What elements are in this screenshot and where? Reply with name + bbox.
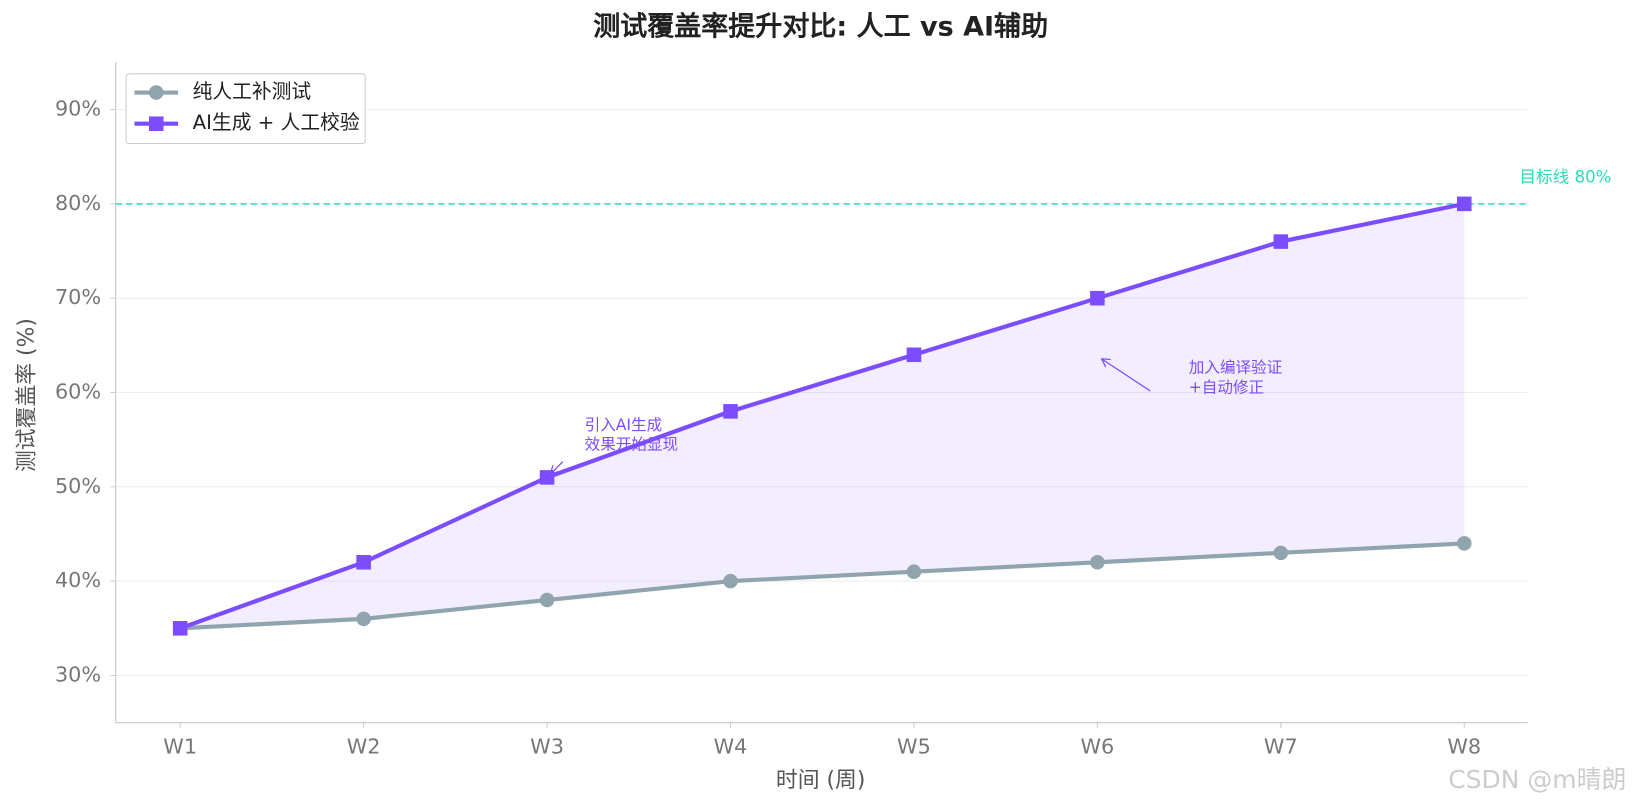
series-line [180, 541, 1465, 631]
y-tick-label: 90% [55, 97, 101, 121]
point [172, 621, 188, 636]
x-axis-label: 时间 (周) [776, 768, 865, 793]
x-tick-label: W1 [163, 735, 197, 759]
annotation-text: 引入AI生成 [585, 416, 663, 434]
point [356, 611, 371, 627]
point [723, 404, 738, 419]
x-tick-label: W7 [1264, 735, 1298, 759]
legend-label: AI生成 + 人工校验 [193, 111, 360, 134]
y-tick-label: 30% [55, 662, 101, 686]
annotation-arrow [1101, 358, 1151, 392]
point [1090, 555, 1105, 570]
y-tick-label: 50% [55, 474, 101, 498]
fill-between [180, 203, 1465, 629]
x-tick-label: W4 [714, 735, 748, 759]
annotation-arrow [549, 461, 564, 475]
x-tick-label: W8 [1447, 735, 1481, 759]
annotation-arrowhead [1101, 358, 1111, 361]
annotation-arrowhead [1100, 358, 1107, 368]
annotation-text: 效果开始显现 [585, 436, 678, 454]
y-tick-label: 80% [55, 191, 101, 215]
y-tick-label: 40% [55, 568, 101, 592]
point [723, 573, 738, 589]
series-line [179, 201, 1465, 631]
legend-marker [148, 116, 164, 132]
annotation-arrowhead [549, 464, 554, 475]
point [1456, 536, 1472, 551]
legend-label: 纯人工补测试 [193, 80, 312, 103]
x-tick-label: W5 [897, 735, 931, 759]
x-tick-label: W2 [347, 735, 381, 759]
point [1273, 234, 1289, 249]
y-tick-label: 60% [55, 380, 101, 404]
legend-marker [148, 85, 164, 100]
annotation-text: +自动修正 [1189, 378, 1264, 396]
y-axis-label: 测试覆盖率 (%) [14, 318, 39, 472]
y-tick-label: 70% [55, 285, 101, 309]
annotation-arrowhead [550, 470, 560, 475]
point [1273, 545, 1289, 561]
x-tick-label: W6 [1080, 735, 1114, 759]
point [1090, 290, 1105, 306]
chart-title: 测试覆盖率提升对比: 人工 vs AI辅助 [593, 11, 1048, 43]
point [356, 555, 371, 570]
point [906, 347, 922, 363]
target-label: 目标线 80% [1519, 167, 1611, 186]
annotation-text: 加入编译验证 [1189, 359, 1282, 377]
point [539, 592, 555, 608]
point [906, 564, 922, 579]
x-tick-label: W3 [530, 735, 564, 759]
watermark: CSDN @m晴朗 [1448, 765, 1626, 794]
point [1456, 196, 1472, 212]
legend-box [125, 73, 366, 145]
